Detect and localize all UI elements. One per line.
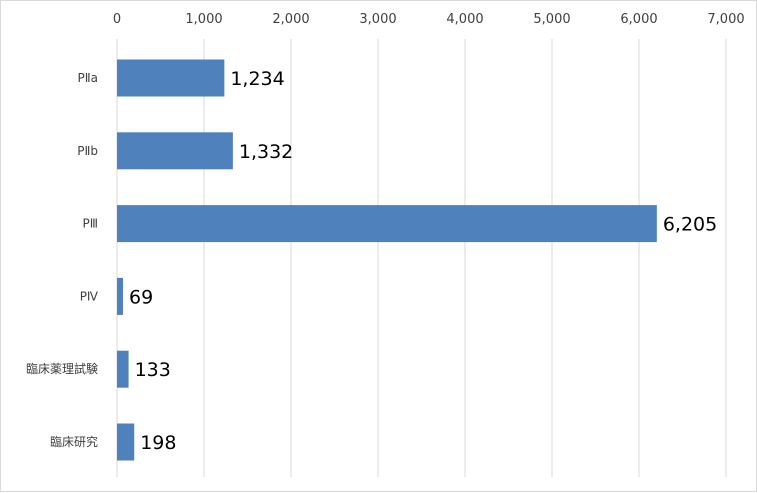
bar [117, 132, 233, 170]
data-label: 69 [129, 286, 153, 308]
x-tick-label: 4,000 [446, 12, 483, 27]
x-tick-label: 2,000 [272, 12, 309, 27]
data-label: 1,234 [230, 68, 284, 90]
category-label: PⅡa [78, 71, 99, 85]
x-tick-label: 0 [113, 12, 121, 27]
data-label: 198 [140, 432, 176, 454]
category-label: PⅢ [82, 217, 98, 231]
bar [117, 277, 124, 315]
bar [117, 350, 129, 388]
data-label: 133 [135, 359, 171, 381]
x-tick-label: 1,000 [185, 12, 222, 27]
data-label: 1,332 [239, 141, 293, 163]
bar [117, 205, 657, 243]
gridlines [116, 39, 727, 477]
x-tick-label: 5,000 [533, 12, 570, 27]
data-label: 6,205 [663, 214, 717, 236]
x-tick-label: 7,000 [707, 12, 744, 27]
bar [117, 423, 135, 461]
x-axis-tick-labels: 0 1,000 2,000 3,000 4,000 5,000 6,000 7,000 [113, 12, 745, 27]
x-tick-label: 6,000 [620, 12, 657, 27]
category-label: PⅣ [80, 289, 98, 303]
category-label: 臨床薬理試験 [26, 361, 98, 376]
category-label: PⅡb [77, 144, 98, 158]
x-tick-label: 3,000 [359, 12, 396, 27]
bars [117, 59, 657, 461]
bar [117, 59, 225, 97]
data-labels: 1,234 1,332 6,205 69 133 198 [129, 68, 717, 454]
category-label: 臨床研究 [50, 434, 98, 449]
